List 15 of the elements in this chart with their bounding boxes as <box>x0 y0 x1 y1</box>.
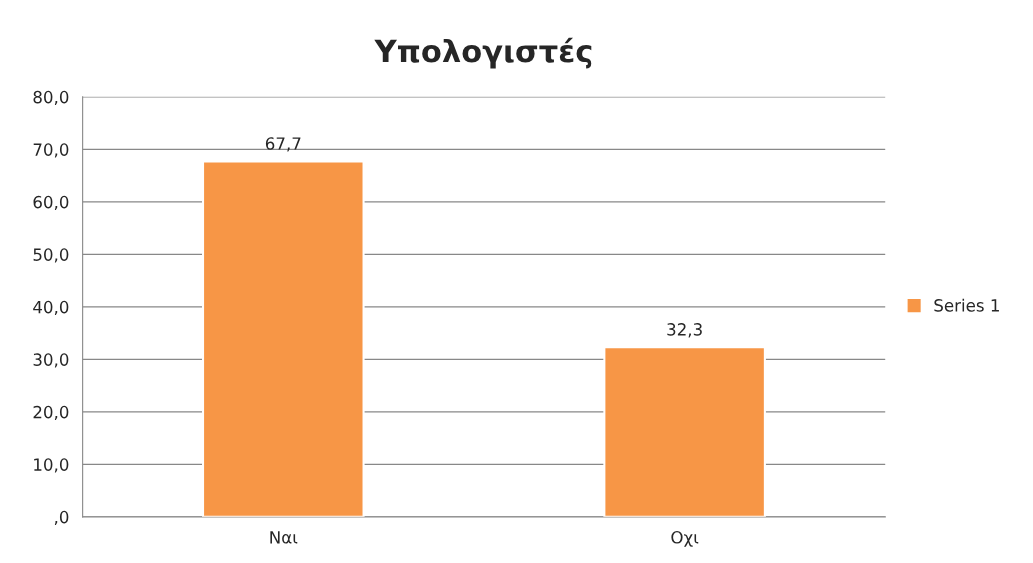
y-tick-label: 70,0 <box>33 143 69 158</box>
y-tick-label: ,0 <box>54 510 69 526</box>
y-tick-label: 40,0 <box>33 300 69 316</box>
x-tick-label: Οχι <box>671 531 699 547</box>
data-label: 67,7 <box>265 137 301 152</box>
x-tick-label: Ναι <box>270 531 298 544</box>
y-tick-label: 60,0 <box>33 195 69 211</box>
data-label: 32,3 <box>667 323 702 338</box>
y-tick-label: 20,0 <box>33 405 69 421</box>
y-tick-label: 30,0 <box>33 353 69 368</box>
y-tick-label: 50,0 <box>33 248 69 263</box>
legend-label: Series 1 <box>934 298 999 312</box>
y-tick-label: 10,0 <box>34 458 69 473</box>
y-tick-label: 80,0 <box>33 90 69 106</box>
chart-title: Υπολογιστές <box>374 37 592 69</box>
